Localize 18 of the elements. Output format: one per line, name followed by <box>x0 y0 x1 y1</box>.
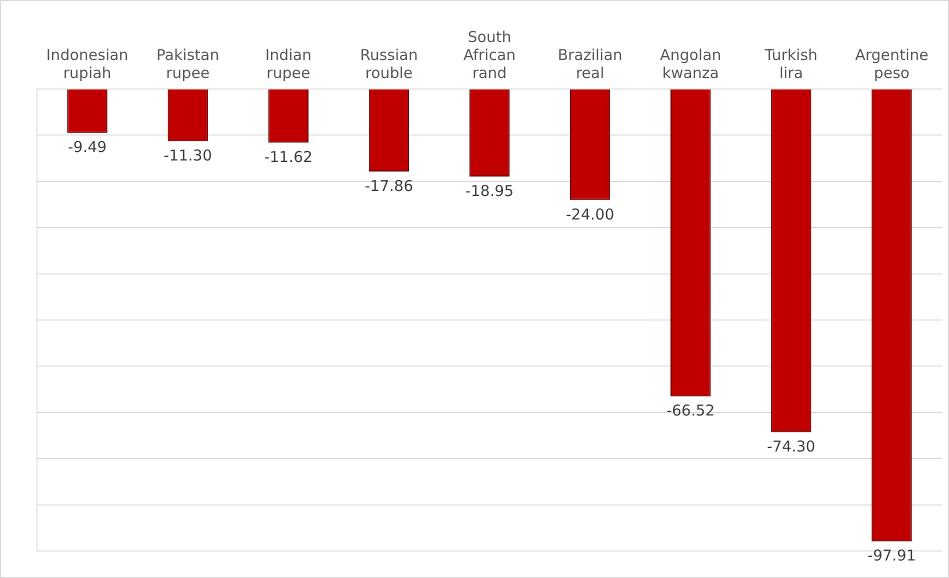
x-tick-label: Indian rupee <box>265 46 312 82</box>
x-tick-label: Pakistan rupee <box>156 46 220 82</box>
x-tick-label: Argentine peso <box>855 46 928 82</box>
x-tick-label: Brazilian real <box>558 46 622 82</box>
data-label: -97.91 <box>868 546 916 565</box>
x-tick-label: Russian rouble <box>360 46 418 82</box>
x-tick-label: Angolan kwanza <box>660 46 722 82</box>
x-tick-label: South African rand <box>463 28 516 82</box>
data-label: -24.00 <box>566 205 614 224</box>
data-label: -18.95 <box>465 182 514 200</box>
x-tick-label: Turkish lira <box>764 46 818 82</box>
data-label: -74.30 <box>766 438 816 456</box>
data-label: -66.52 <box>666 402 715 420</box>
data-label: -11.30 <box>164 146 212 165</box>
data-label: -11.62 <box>264 148 313 166</box>
data-label: -17.86 <box>364 176 414 195</box>
x-tick-label: Indonesian rupiah <box>46 46 128 82</box>
data-label: -9.49 <box>68 138 107 156</box>
